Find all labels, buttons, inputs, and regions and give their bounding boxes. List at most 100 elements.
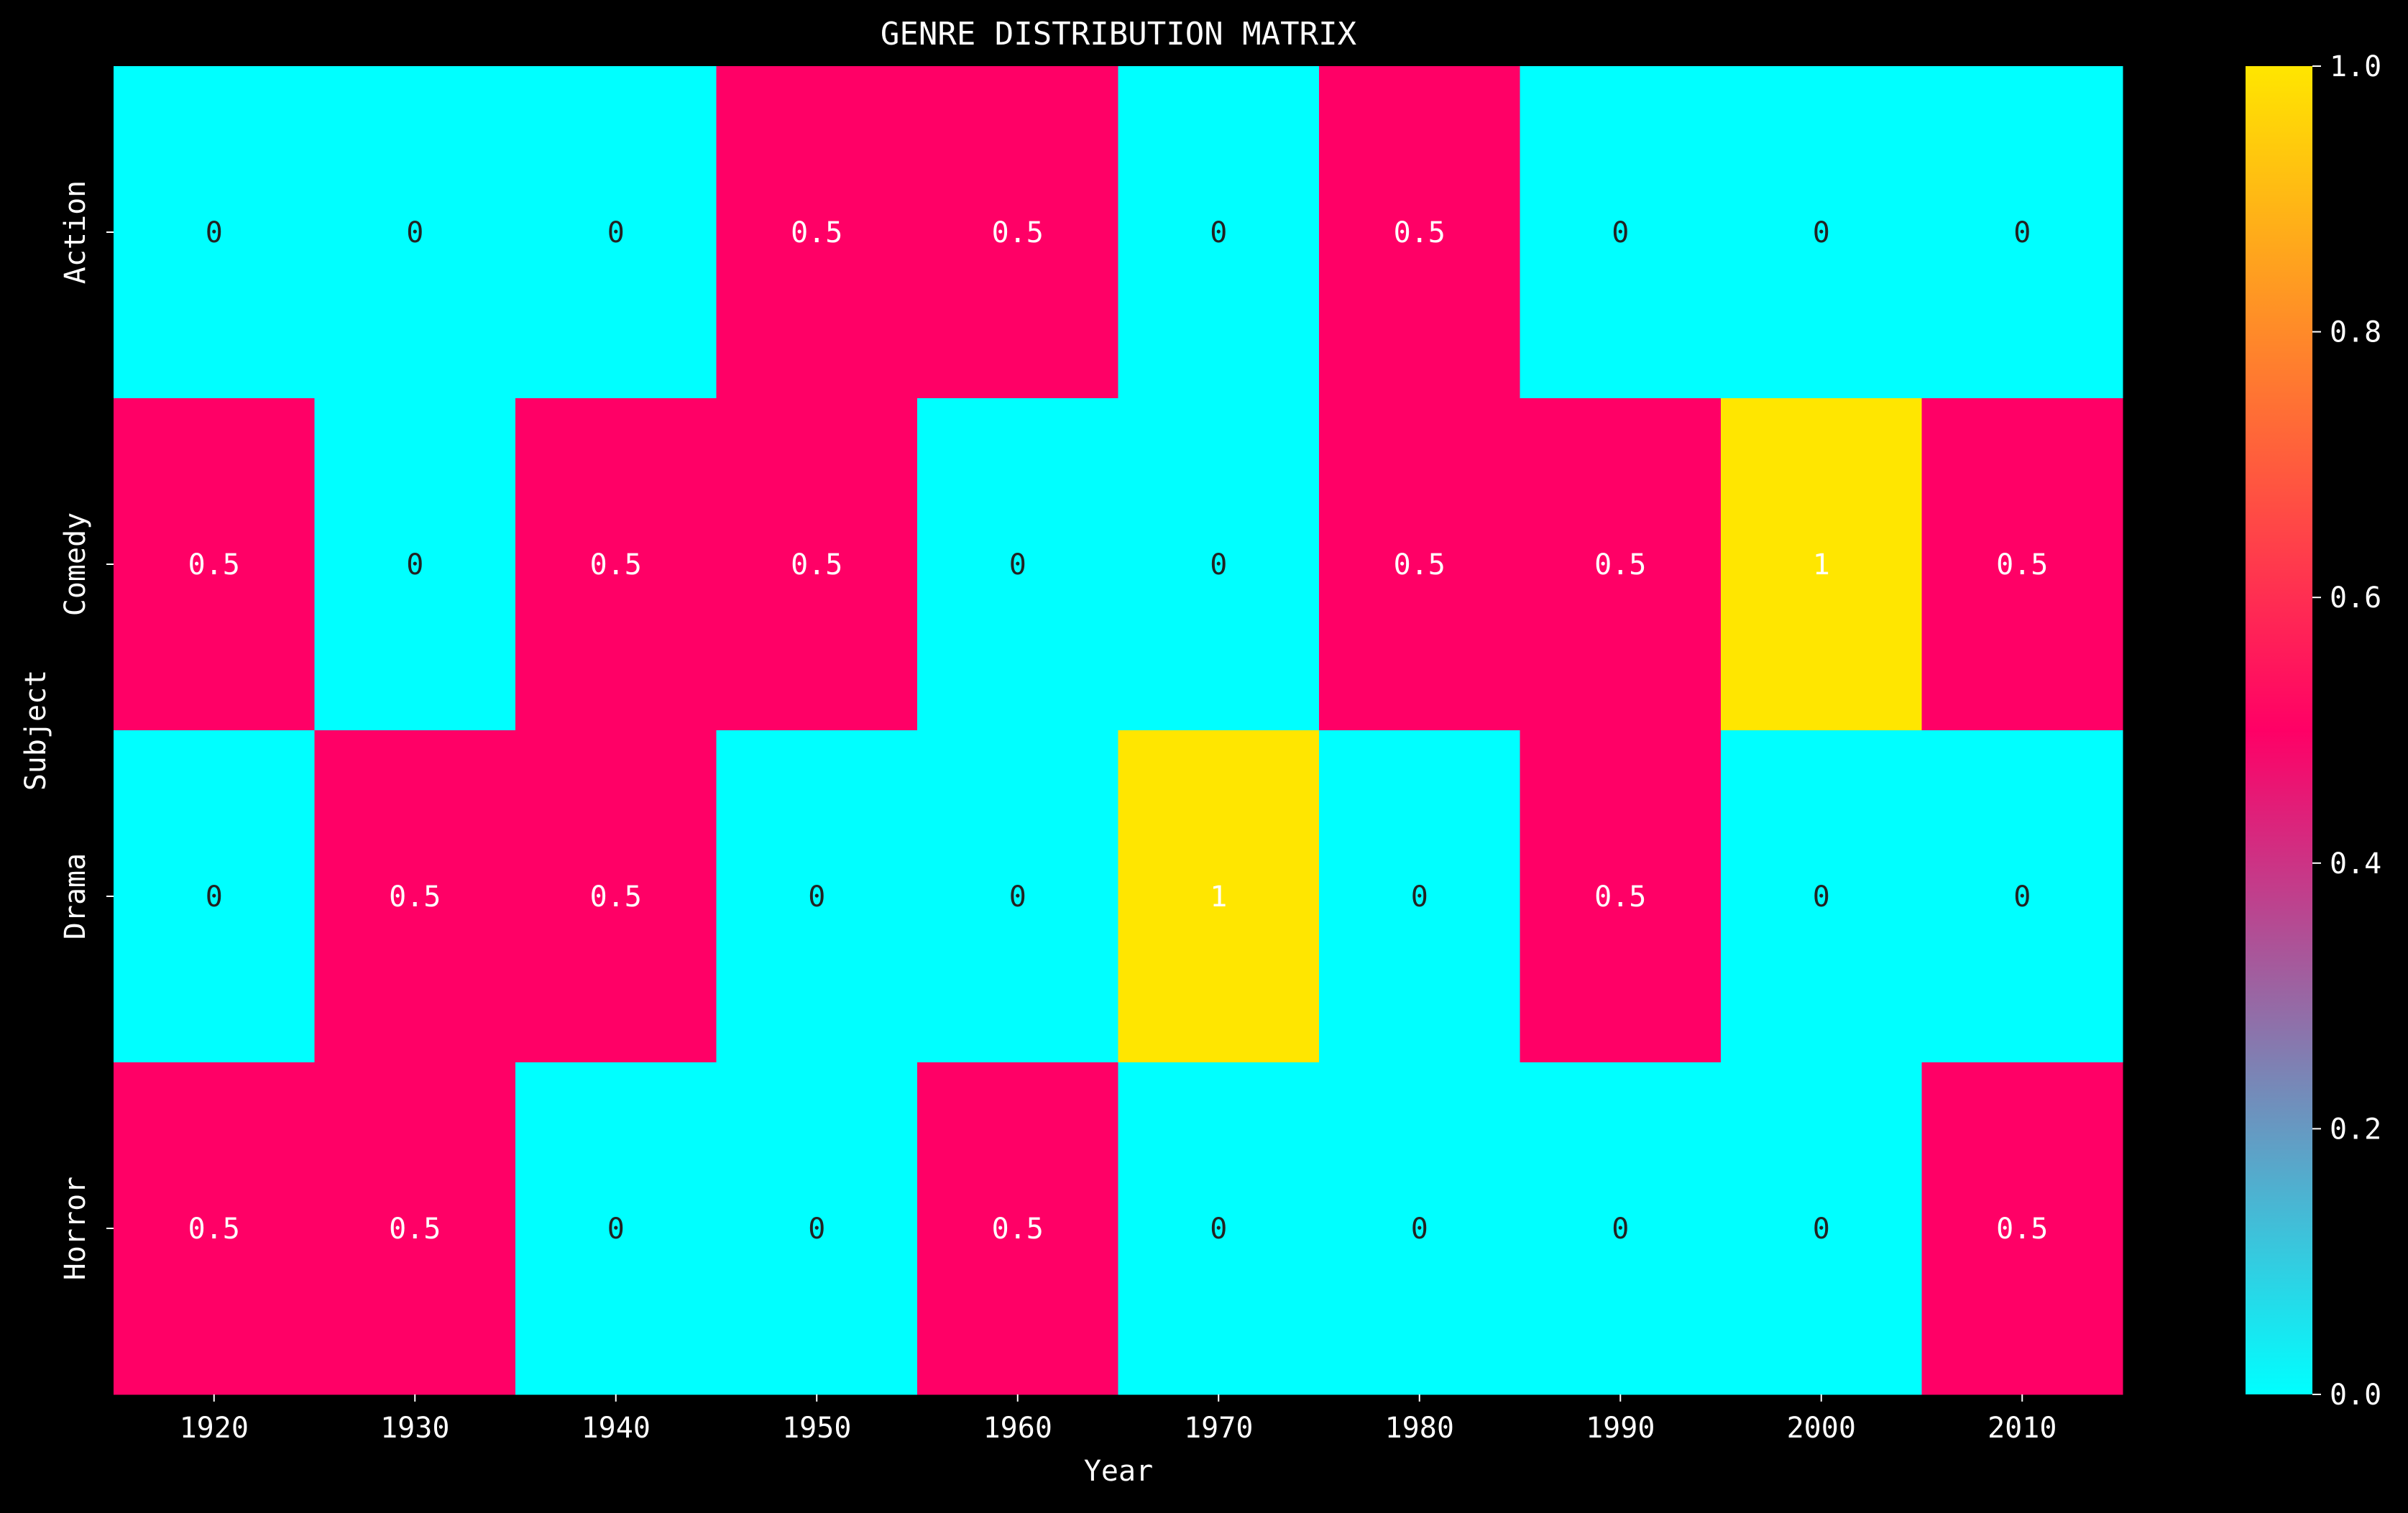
cell-value-label: 0.5: [1594, 548, 1646, 581]
heatmap-cell: [1319, 66, 1520, 399]
colorbar: [2246, 66, 2312, 1394]
cell-value-label: 0.5: [188, 1213, 240, 1246]
y-tick-label: Drama: [59, 853, 92, 939]
heatmap-cell: [314, 66, 516, 399]
colorbar-tick-label: 0.2: [2330, 1113, 2381, 1146]
heatmap-cell: [1921, 398, 2123, 731]
heatmap-cell: [917, 66, 1118, 399]
cell-value-label: 0: [1813, 216, 1830, 249]
heatmap-cell: [716, 730, 918, 1063]
heatmap-cell: [716, 66, 918, 399]
cell-value-label: 0: [1612, 216, 1629, 249]
heatmap-cell: [1721, 1062, 1922, 1395]
heatmap-cell: [1319, 398, 1520, 731]
y-tick-label: Horror: [59, 1177, 92, 1281]
x-tick-label: 1940: [582, 1412, 651, 1445]
heatmap-cell: [515, 66, 717, 399]
cell-value-label: 0: [808, 880, 825, 914]
x-tick-label: 1970: [1184, 1412, 1253, 1445]
heatmap-cell: [1118, 66, 1320, 399]
cell-value-label: 0.5: [1394, 216, 1446, 249]
x-tick-label: 1990: [1586, 1412, 1655, 1445]
cell-value-label: 0.5: [992, 1213, 1044, 1246]
cell-value-label: 0: [206, 216, 223, 249]
cell-value-label: 0.5: [590, 548, 642, 581]
cell-value-label: 0.5: [590, 880, 642, 914]
cell-value-label: 0.5: [992, 216, 1044, 249]
cell-value-label: 0: [808, 1213, 825, 1246]
heatmap-cell: [1118, 1062, 1320, 1395]
heatmap-cell: [1319, 1062, 1520, 1395]
x-tick-label: 2000: [1787, 1412, 1856, 1445]
heatmap-cell: [716, 398, 918, 731]
cell-value-label: 0: [1813, 880, 1830, 914]
cell-value-label: 0.5: [1394, 548, 1446, 581]
heatmap-cell: [114, 66, 315, 399]
heatmap-cells: [114, 66, 2123, 1395]
heatmap-cell: [1921, 66, 2123, 399]
heatmap-cell: [1721, 398, 1922, 731]
cell-value-label: 0: [607, 1213, 625, 1246]
colorbar-tick-label: 0.6: [2330, 581, 2381, 615]
heatmap-cell: [917, 398, 1118, 731]
y-axis-label: Subject: [19, 670, 52, 791]
heatmap-cell: [114, 730, 315, 1063]
x-tick-label: 2010: [1987, 1412, 2057, 1445]
heatmap-cell: [716, 1062, 918, 1395]
cell-value-label: 0.5: [791, 216, 842, 249]
cell-value-label: 0: [1210, 548, 1227, 581]
cell-value-label: 0.5: [1996, 1213, 2048, 1246]
cell-value-label: 0.5: [188, 548, 240, 581]
cell-value-label: 0: [206, 880, 223, 914]
heatmap-cell: [1921, 1062, 2123, 1395]
heatmap-cell: [114, 1062, 315, 1395]
heatmap-cell: [1520, 66, 1722, 399]
cell-value-label: 0: [1210, 1213, 1227, 1246]
cell-value-label: 0: [1009, 880, 1026, 914]
heatmap-cell: [515, 730, 717, 1063]
cell-value-label: 0: [1411, 880, 1428, 914]
cell-value-label: 0: [2013, 216, 2031, 249]
cell-value-label: 0: [2013, 880, 2031, 914]
heatmap-cell: [917, 730, 1118, 1063]
y-axis-ticks: Action Comedy Drama Horror: [59, 180, 114, 1281]
cell-value-label: 0.5: [791, 548, 842, 581]
heatmap-cell: [1721, 66, 1922, 399]
cell-value-label: 0: [1210, 216, 1227, 249]
heatmap-cell: [917, 1062, 1118, 1395]
colorbar-ticks: 0.0 0.2 0.4 0.6 0.8 1.0: [2312, 50, 2381, 1412]
heatmap-cell: [314, 730, 516, 1063]
heatmap-cell: [1520, 730, 1722, 1063]
heatmap-cell: [1520, 1062, 1722, 1395]
heatmap-cell: [515, 1062, 717, 1395]
heatmap-cell: [515, 398, 717, 731]
colorbar-tick-label: 0.4: [2330, 847, 2381, 880]
colorbar-tick-label: 0.0: [2330, 1379, 2381, 1412]
cell-value-label: 0: [1612, 1213, 1629, 1246]
cell-value-label: 0: [1411, 1213, 1428, 1246]
chart-title: GENRE DISTRIBUTION MATRIX: [881, 16, 1357, 52]
cell-value-label: 1: [1813, 548, 1830, 581]
cell-value-label: 0: [1813, 1213, 1830, 1246]
heatmap-cell: [314, 1062, 516, 1395]
cell-value-label: 0.5: [389, 880, 441, 914]
x-tick-label: 1960: [983, 1412, 1052, 1445]
y-tick-label: Action: [59, 180, 92, 285]
x-tick-label: 1950: [782, 1412, 851, 1445]
heatmap-cell: [314, 398, 516, 731]
heatmap-cell: [1319, 730, 1520, 1063]
colorbar-tick-label: 1.0: [2330, 50, 2381, 83]
cell-value-label: 0.5: [1594, 880, 1646, 914]
heatmap-cell-labels: 0 0 0 0.5 0.5 0 0.5 0 0 0 0.5 0 0.5 0.5 0 0 0.5 0.5 1 0.5 0 0…: [188, 216, 2049, 1246]
x-tick-label: 1920: [180, 1412, 249, 1445]
heatmap-cell: [1118, 398, 1320, 731]
heatmap-cell: [114, 398, 315, 731]
heatmap-cell: [1721, 730, 1922, 1063]
cell-value-label: 0.5: [389, 1213, 441, 1246]
heatmap-cell: [1520, 398, 1722, 731]
y-tick-label: Comedy: [59, 512, 92, 617]
x-tick-label: 1930: [380, 1412, 449, 1445]
cell-value-label: 0: [607, 216, 625, 249]
